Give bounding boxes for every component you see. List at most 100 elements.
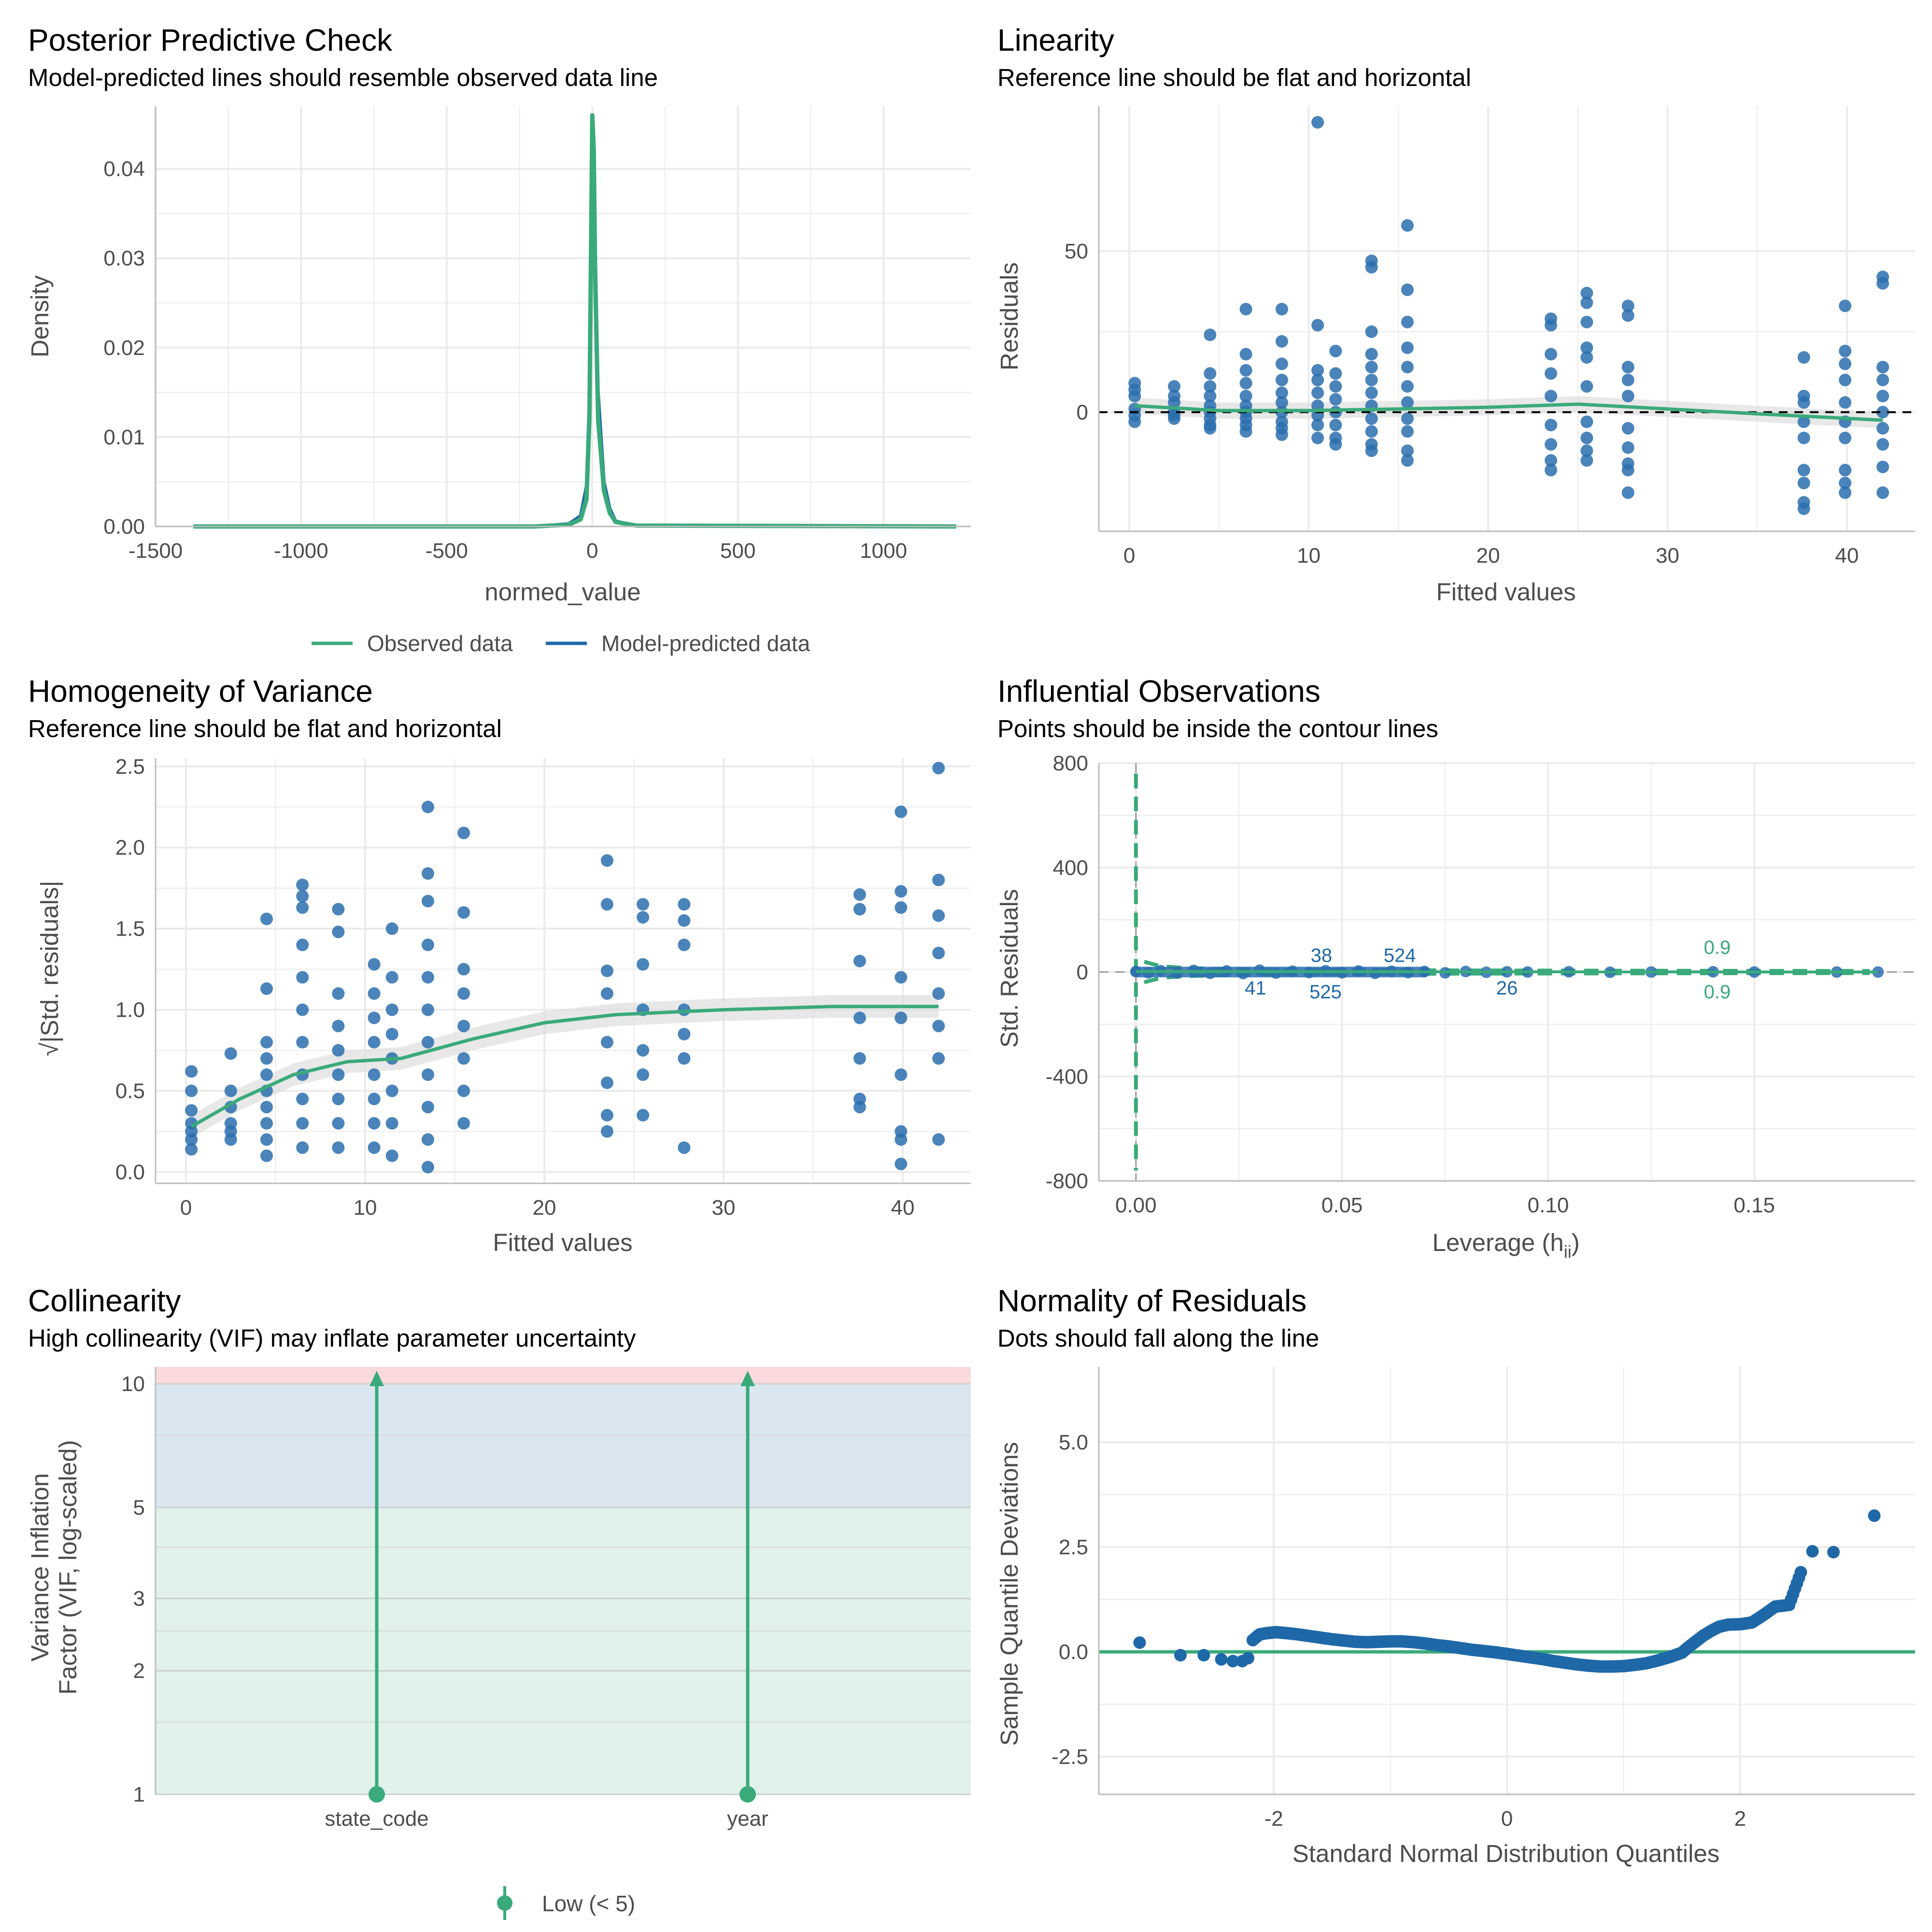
homogeneity-smooth-line: [190, 1005, 939, 1128]
linearity-point: [1621, 361, 1634, 373]
linearity-x-tick-label: 30: [1656, 544, 1679, 568]
homogeneity-point: [385, 922, 398, 935]
normality-point: [1226, 1655, 1239, 1668]
linearity-title: Linearity: [997, 23, 1114, 57]
homogeneity-point: [457, 1052, 470, 1065]
linearity-point: [1876, 277, 1889, 290]
homogeneity-point: [853, 954, 866, 967]
ppc-y-tick-label: 0.04: [103, 157, 145, 181]
homogeneity-y-tick-label: 0.0: [115, 1160, 145, 1184]
homogeneity-title: Homogeneity of Variance: [28, 674, 373, 709]
homogeneity-x-tick-label: 0: [180, 1196, 192, 1220]
high-vif-zone: [156, 1367, 971, 1384]
homogeneity-point: [368, 1068, 381, 1081]
linearity-point: [1275, 396, 1288, 409]
homogeneity-point: [368, 1036, 381, 1049]
linearity-point: [1876, 406, 1889, 419]
influential-plot-area: 38 524 41 525 26 0.9 0.9 -800 -400 0 400 800 0.00 0.0…: [1046, 752, 1915, 1217]
homogeneity-point: [600, 1036, 613, 1049]
homogeneity-point: [895, 1157, 908, 1170]
homogeneity-point: [368, 1117, 381, 1130]
influential-point: [1872, 966, 1884, 978]
homogeneity-x-axis-label: Fitted values: [493, 1229, 632, 1256]
normality-point: [1794, 1566, 1807, 1579]
linearity-point: [1204, 367, 1217, 380]
linearity-point: [1365, 261, 1378, 274]
linearity-point: [1621, 422, 1634, 435]
homogeneity-point: [332, 1020, 345, 1033]
linearity-point: [1839, 431, 1852, 444]
linearity-point: [1365, 444, 1378, 457]
homogeneity-point: [678, 914, 691, 927]
homogeneity-point: [457, 906, 470, 919]
homogeneity-point: [332, 903, 345, 916]
homogeneity-y-tick-label: 2.5: [115, 755, 145, 779]
homogeneity-point: [600, 1108, 613, 1122]
normality-panel: Normality of Residuals Dots should fall …: [995, 1283, 1915, 1867]
linearity-smooth-line: [1135, 402, 1883, 422]
linearity-point: [1275, 303, 1288, 315]
linearity-point: [1401, 341, 1414, 354]
homogeneity-point: [260, 1036, 273, 1049]
homogeneity-point: [421, 800, 434, 813]
linearity-point: [1545, 319, 1557, 332]
homogeneity-point: [296, 901, 309, 914]
legend-model-predicted-data: Model-predicted data: [601, 631, 810, 656]
influential-smooth-line: [1136, 970, 1878, 974]
homogeneity-y-tick-label: 1.5: [115, 917, 145, 941]
normality-y-tick-label: 2.5: [1059, 1535, 1088, 1559]
homogeneity-point: [457, 1084, 470, 1097]
collinearity-y-tick-label: 2: [133, 1659, 145, 1683]
homogeneity-y-tick-label: 1.0: [115, 998, 145, 1022]
homogeneity-point: [368, 1093, 381, 1106]
homogeneity-point: [224, 1133, 237, 1146]
ppc-x-axis-label: normed_value: [484, 578, 640, 606]
linearity-point: [1580, 454, 1593, 467]
linearity-point: [1401, 396, 1414, 409]
homogeneity-point: [421, 1101, 434, 1114]
linearity-point: [1401, 412, 1414, 425]
normality-title: Normality of Residuals: [997, 1283, 1307, 1318]
linearity-point: [1128, 390, 1141, 402]
homogeneity-point: [260, 1052, 273, 1065]
homogeneity-point: [421, 867, 434, 880]
linearity-point: [1839, 486, 1852, 499]
contour-label-lower: 0.9: [1704, 981, 1731, 1003]
linearity-point: [1401, 284, 1414, 296]
linearity-point: [1797, 502, 1810, 515]
linearity-point: [1401, 315, 1414, 328]
linearity-point: [1239, 390, 1252, 402]
linearity-point: [1329, 344, 1342, 357]
homogeneity-point: [185, 1133, 198, 1146]
predicted-density-line: [193, 131, 956, 528]
linearity-point: [1168, 396, 1180, 409]
linearity-x-axis-label: Fitted values: [1436, 578, 1576, 606]
homogeneity-point: [185, 1065, 198, 1078]
linearity-point: [1580, 286, 1593, 299]
homogeneity-point: [421, 938, 434, 952]
homogeneity-point: [368, 1141, 381, 1154]
linearity-point: [1401, 219, 1414, 232]
homogeneity-point: [385, 971, 398, 984]
linearity-point: [1839, 357, 1852, 370]
linearity-point: [1621, 390, 1634, 402]
homogeneity-x-tick-label: 30: [712, 1196, 736, 1220]
normality-point: [1215, 1653, 1228, 1666]
linearity-point: [1365, 325, 1378, 338]
linearity-point: [1365, 412, 1378, 425]
homogeneity-point: [678, 1052, 691, 1065]
homogeneity-point: [368, 958, 381, 971]
homogeneity-point: [637, 1108, 650, 1122]
homogeneity-point: [296, 1036, 309, 1049]
homogeneity-point: [332, 1068, 345, 1081]
homogeneity-point: [332, 1044, 345, 1057]
homogeneity-y-tick-label: 2.0: [115, 836, 145, 860]
ppc-x-tick-label: 0: [586, 539, 598, 563]
linearity-point: [1239, 348, 1252, 361]
linearity-point: [1168, 380, 1180, 393]
normality-point: [1806, 1545, 1819, 1558]
homogeneity-point: [421, 1003, 434, 1016]
linearity-point: [1311, 319, 1324, 332]
homogeneity-point: [895, 1068, 908, 1081]
collinearity-x-tick-label: year: [727, 1807, 768, 1831]
